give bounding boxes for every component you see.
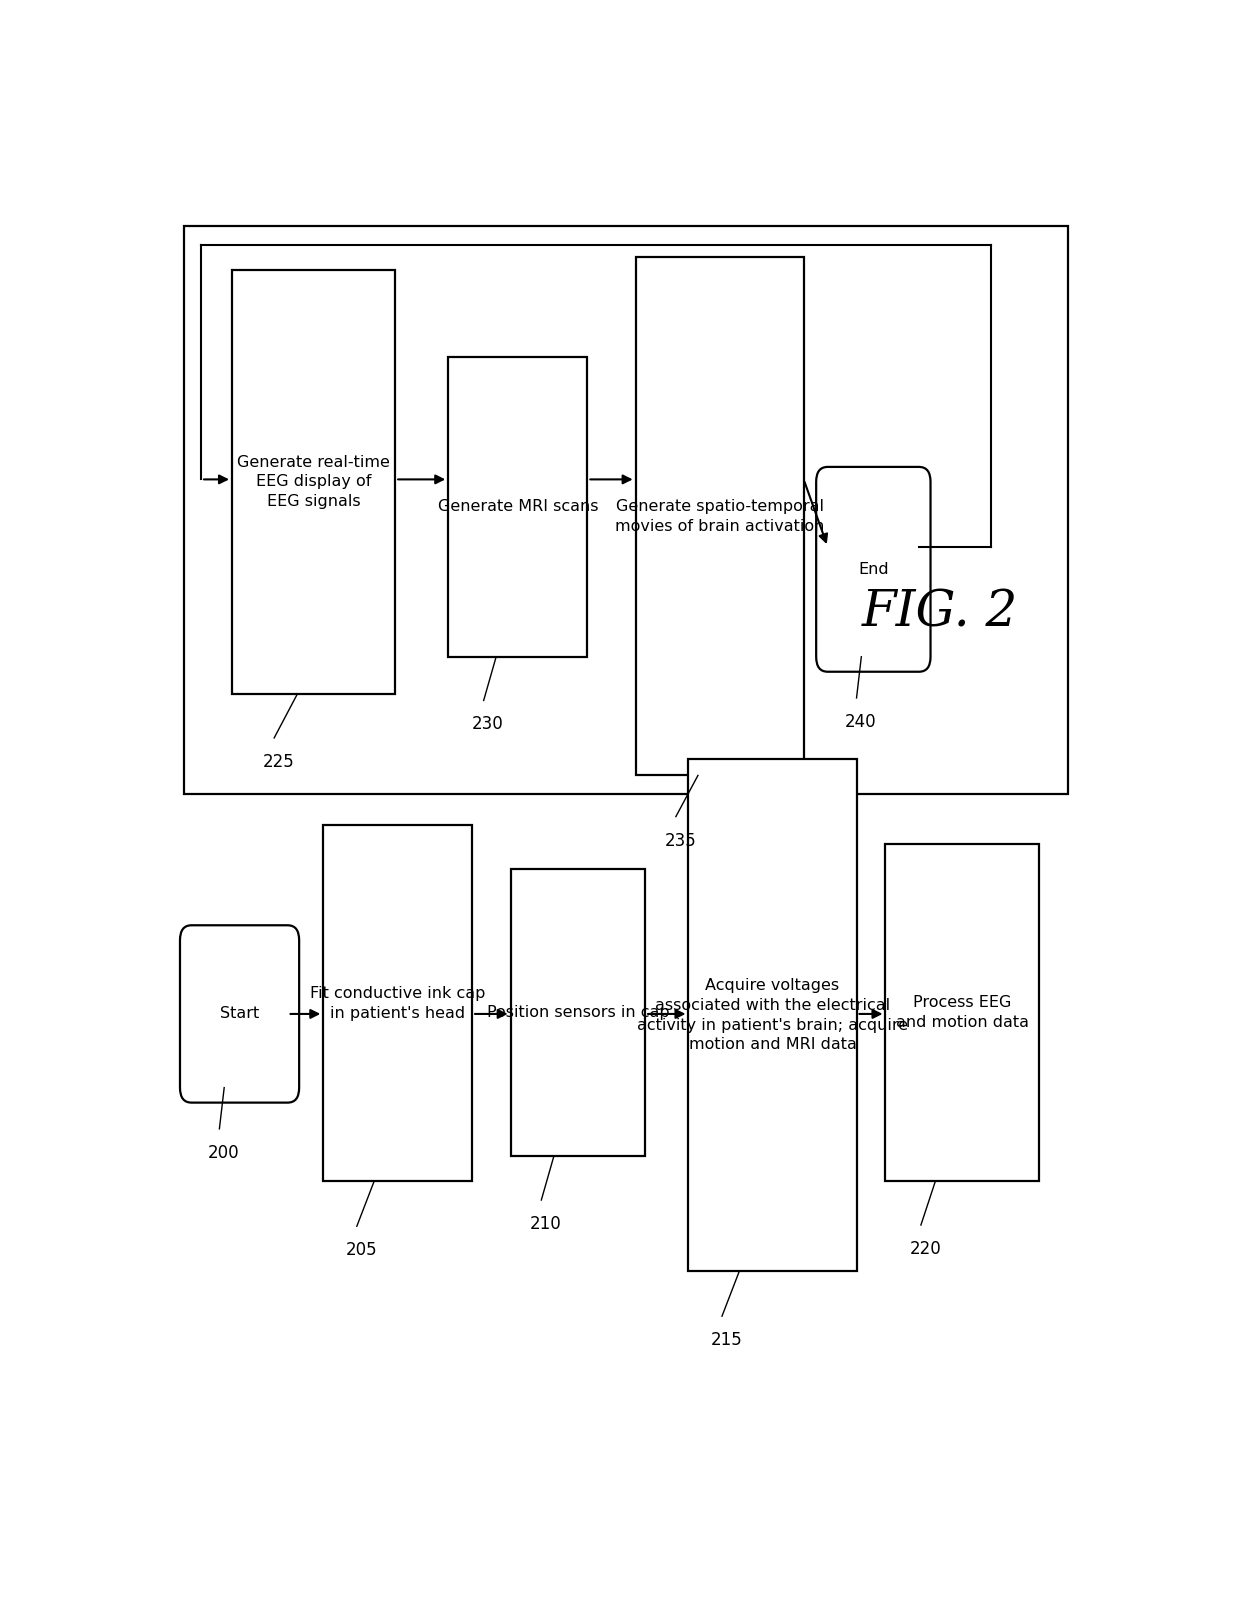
Text: FIG. 2: FIG. 2	[862, 589, 1018, 637]
FancyBboxPatch shape	[816, 467, 930, 672]
FancyBboxPatch shape	[232, 269, 396, 694]
FancyBboxPatch shape	[635, 258, 804, 775]
Text: Process EEG
and motion data: Process EEG and motion data	[895, 996, 1029, 1030]
FancyBboxPatch shape	[184, 225, 1068, 795]
FancyBboxPatch shape	[688, 759, 857, 1272]
Text: Position sensors in cap: Position sensors in cap	[486, 1006, 670, 1020]
FancyBboxPatch shape	[324, 826, 472, 1181]
Text: 200: 200	[208, 1144, 239, 1161]
Text: Generate spatio-temporal
movies of brain activation: Generate spatio-temporal movies of brain…	[615, 500, 825, 534]
Text: 235: 235	[665, 832, 696, 850]
Text: Start: Start	[219, 1006, 259, 1022]
Text: 225: 225	[263, 753, 294, 770]
Text: 240: 240	[844, 714, 877, 732]
Text: Fit conductive ink cap
in patient's head: Fit conductive ink cap in patient's head	[310, 986, 485, 1020]
FancyBboxPatch shape	[180, 925, 299, 1103]
FancyBboxPatch shape	[511, 869, 645, 1156]
Text: Acquire voltages
associated with the electrical
activity in patient's brain; acq: Acquire voltages associated with the ele…	[637, 978, 908, 1053]
Text: 210: 210	[529, 1215, 562, 1233]
Text: End: End	[858, 561, 889, 577]
Text: 215: 215	[711, 1332, 743, 1350]
FancyBboxPatch shape	[448, 357, 588, 657]
Text: 205: 205	[345, 1241, 377, 1259]
FancyBboxPatch shape	[885, 843, 1039, 1181]
Text: 220: 220	[909, 1239, 941, 1259]
Text: Generate MRI scans: Generate MRI scans	[438, 500, 598, 514]
Text: 230: 230	[472, 715, 503, 733]
Text: Generate real-time
EEG display of
EEG signals: Generate real-time EEG display of EEG si…	[237, 454, 391, 509]
